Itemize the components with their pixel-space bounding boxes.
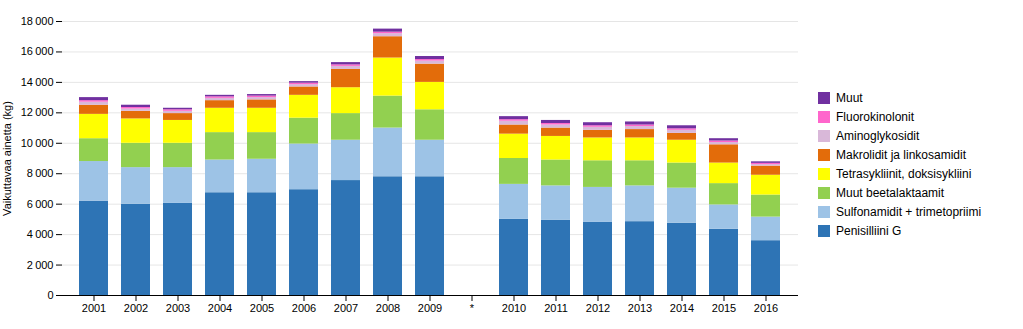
html-text:Makrolidit ja linkosamidit: Makrolidit ja linkosamidit xyxy=(836,148,966,162)
svg-text:2013: 2013 xyxy=(628,302,652,314)
svg-text:2005: 2005 xyxy=(250,302,274,314)
html-text:Sulfonamidit + trimetopriimi: Sulfonamidit + trimetopriimi xyxy=(836,205,982,219)
svg-text:14 000: 14 000 xyxy=(21,75,54,87)
svg-text:2009: 2009 xyxy=(418,302,442,314)
svg-text:*: * xyxy=(470,302,475,314)
svg-text:16 000: 16 000 xyxy=(21,45,54,57)
html-text:Penisilliini G: Penisilliini G xyxy=(836,224,902,238)
svg-text:2014: 2014 xyxy=(670,302,694,314)
svg-text:Vaikuttavaa ainetta (kg): Vaikuttavaa ainetta (kg) xyxy=(1,101,13,216)
svg-text:2002: 2002 xyxy=(124,302,148,314)
svg-text:2003: 2003 xyxy=(166,302,190,314)
svg-text:18 000: 18 000 xyxy=(21,15,54,27)
svg-text:10 000: 10 000 xyxy=(21,136,54,148)
svg-text:2015: 2015 xyxy=(712,302,736,314)
svg-text:2 000: 2 000 xyxy=(27,258,54,270)
svg-text:2016: 2016 xyxy=(754,302,778,314)
svg-text:2001: 2001 xyxy=(82,302,106,314)
svg-text:6 000: 6 000 xyxy=(27,197,54,209)
svg-text:2004: 2004 xyxy=(208,302,232,314)
svg-text:2007: 2007 xyxy=(334,302,358,314)
svg-text:0: 0 xyxy=(47,289,53,301)
svg-text:2008: 2008 xyxy=(376,302,400,314)
html-text:Aminoglykosidit: Aminoglykosidit xyxy=(836,129,920,143)
svg-text:2012: 2012 xyxy=(586,302,610,314)
html-text:Tetrasykliinit, doksisykliini: Tetrasykliinit, doksisykliini xyxy=(836,167,972,181)
svg-text:12 000: 12 000 xyxy=(21,106,54,118)
html-text:Muut: Muut xyxy=(836,91,863,105)
html-text:Fluorokinolonit: Fluorokinolonit xyxy=(836,110,914,124)
svg-text:2010: 2010 xyxy=(502,302,526,314)
svg-text:4 000: 4 000 xyxy=(27,228,54,240)
svg-text:2011: 2011 xyxy=(544,302,568,314)
svg-text:8 000: 8 000 xyxy=(27,167,54,179)
html-text:Muut beetalaktaamit: Muut beetalaktaamit xyxy=(836,186,945,200)
svg-text:2006: 2006 xyxy=(292,302,316,314)
